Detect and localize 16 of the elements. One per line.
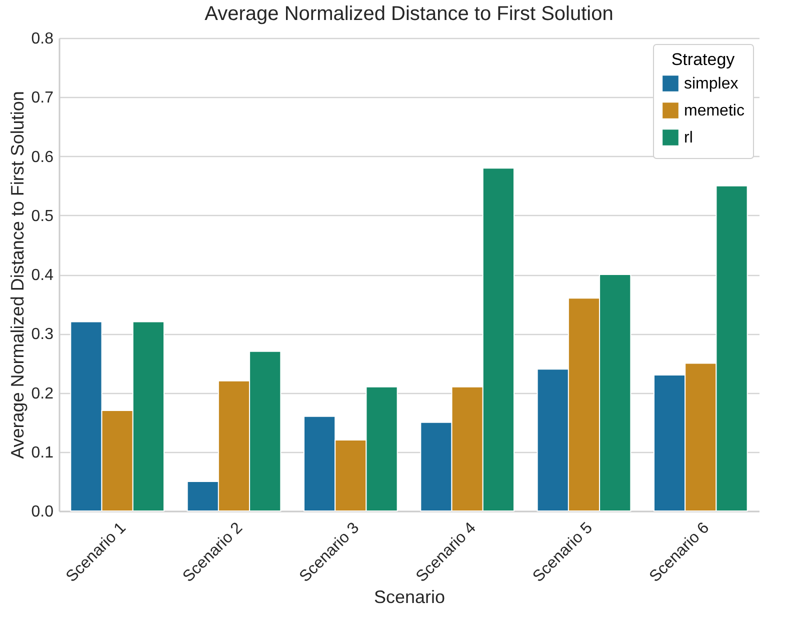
y-tick-label: 0.1 <box>31 444 54 462</box>
legend-label: rl <box>684 130 693 146</box>
y-tick-label: 0.7 <box>31 90 54 107</box>
y-tick-label: 0.4 <box>31 267 54 284</box>
y-tick-label: 0.0 <box>31 504 54 520</box>
legend-label: simplex <box>684 76 738 92</box>
y-tick-label: 0.2 <box>31 385 54 402</box>
y-axis-title: Average Normalized Distance to First Solution <box>7 91 28 459</box>
legend-title: Strategy <box>671 50 736 69</box>
y-tick-label: 0.5 <box>31 208 54 225</box>
x-axis-title: Scenario <box>374 586 446 607</box>
y-tick-label: 0.3 <box>31 326 54 344</box>
legend-label: memetic <box>684 102 744 120</box>
y-tick-label: 0.6 <box>31 148 54 166</box>
chart-title: Average Normalized Distance to First Solution <box>204 3 614 25</box>
y-tick-label: 0.8 <box>31 30 54 48</box>
